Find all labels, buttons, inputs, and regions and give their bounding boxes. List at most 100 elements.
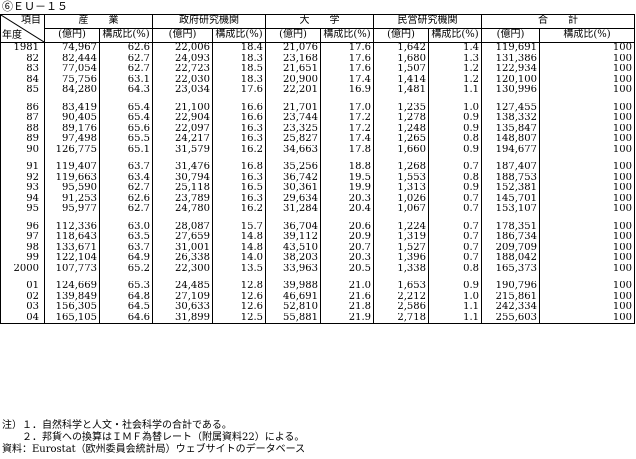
university-amount-cell: 36,742 [265, 172, 321, 183]
spacer-cell [481, 274, 540, 281]
university-ratio-cell: 20.6 [320, 221, 374, 232]
table-row: 87 90,405 65.4 22,904 16.6 23,744 17.2 1,278 0.9… [0, 113, 635, 124]
table-row: 82 82,444 62.7 24,093 18.3 23,168 17.6 1,680 1.3… [0, 53, 635, 64]
sub-header-amount: (億円) [373, 28, 429, 43]
industry-amount-cell: 91,253 [44, 193, 100, 204]
industry-ratio-cell: 62.7 [99, 183, 153, 194]
private-amount-cell: 1,653 [373, 281, 429, 292]
university-amount-cell: 23,168 [265, 53, 321, 64]
industry-amount-cell: 165,105 [44, 312, 100, 324]
year-cell: 01 [0, 281, 45, 292]
university-ratio-cell: 20.3 [320, 193, 374, 204]
university-ratio-cell: 17.0 [320, 102, 374, 113]
university-amount-cell: 39,988 [265, 281, 321, 292]
group-header-industry: 産 業 [44, 14, 153, 29]
year-cell: 2000 [0, 263, 45, 274]
sub-header-ratio: 構成比(%) [99, 28, 153, 43]
footnote-line: ２．邦貨への換算はＩＭＦ為替レート（附属資料22）による。 [2, 432, 305, 443]
government-ratio-cell: 16.6 [212, 102, 266, 113]
university-ratio-cell: 21.9 [320, 312, 374, 324]
table-row: 92 119,663 63.4 30,794 16.3 36,742 19.5 1,553 0.… [0, 172, 635, 183]
sub-header-ratio: 構成比(%) [428, 28, 482, 43]
private-ratio-cell: 1.1 [428, 312, 482, 324]
private-ratio-cell: 0.9 [428, 183, 482, 194]
table-row: 98 133,671 63.7 31,001 14.8 43,510 20.7 1,527 0.… [0, 242, 635, 253]
total-amount-cell: 215,861 [481, 291, 540, 302]
private-ratio-cell: 0.9 [428, 123, 482, 134]
university-ratio-cell: 20.9 [320, 232, 374, 243]
university-ratio-cell: 20.4 [320, 204, 374, 215]
total-ratio-cell: 100 [539, 242, 635, 253]
year-cell: 95 [0, 204, 45, 215]
total-amount-cell: 242,334 [481, 302, 540, 313]
government-amount-cell: 27,109 [152, 291, 213, 302]
spacer-cell [265, 274, 321, 281]
year-cell: 93 [0, 183, 45, 194]
government-ratio-cell: 16.3 [212, 123, 266, 134]
industry-amount-cell: 122,104 [44, 253, 100, 264]
government-amount-cell: 24,217 [152, 134, 213, 145]
total-ratio-cell: 100 [539, 312, 635, 324]
year-cell: 96 [0, 221, 45, 232]
table-row: 84 75,756 63.1 22,030 18.3 20,900 17.4 1,414 1.2… [0, 74, 635, 85]
spacer-cell [0, 95, 45, 103]
university-amount-cell: 43,510 [265, 242, 321, 253]
industry-ratio-cell: 63.5 [99, 232, 153, 243]
industry-amount-cell: 139,849 [44, 291, 100, 302]
private-amount-cell: 1,319 [373, 232, 429, 243]
year-cell: 85 [0, 85, 45, 96]
diagonal-line [1, 15, 44, 42]
private-ratio-cell: 1.0 [428, 102, 482, 113]
table-row: 88 89,176 65.6 22,097 16.3 23,325 17.2 1,248 0.9… [0, 123, 635, 134]
industry-amount-cell: 126,775 [44, 144, 100, 155]
table-row: 85 84,280 64.3 23,034 17.6 22,201 16.9 1,481 1.1… [0, 85, 635, 96]
row-spacer [0, 95, 635, 103]
government-ratio-cell: 12.6 [212, 302, 266, 313]
year-cell: 97 [0, 232, 45, 243]
industry-amount-cell: 119,407 [44, 162, 100, 173]
government-ratio-cell: 14.8 [212, 242, 266, 253]
university-amount-cell: 31,284 [265, 204, 321, 215]
private-amount-cell: 1,414 [373, 74, 429, 85]
table-caption: ⑥ＥＵ－１５ [2, 0, 68, 13]
industry-amount-cell: 119,663 [44, 172, 100, 183]
total-amount-cell: 138,332 [481, 113, 540, 124]
private-amount-cell: 1,338 [373, 263, 429, 274]
total-amount-cell: 122,934 [481, 64, 540, 75]
spacer-cell [373, 155, 429, 162]
spacer-cell [212, 155, 266, 162]
total-amount-cell: 127,455 [481, 102, 540, 113]
group-header-university: 大 学 [265, 14, 374, 29]
spacer-cell [152, 274, 213, 281]
private-amount-cell: 1,235 [373, 102, 429, 113]
government-amount-cell: 24,093 [152, 53, 213, 64]
private-amount-cell: 1,481 [373, 85, 429, 96]
industry-amount-cell: 95,977 [44, 204, 100, 215]
total-amount-cell: 188,042 [481, 253, 540, 264]
spacer-cell [428, 214, 482, 222]
spacer-cell [265, 155, 321, 162]
university-amount-cell: 20,900 [265, 74, 321, 85]
spacer-cell [152, 155, 213, 162]
university-amount-cell: 23,325 [265, 123, 321, 134]
total-amount-cell: 186,734 [481, 232, 540, 243]
spacer-cell [152, 95, 213, 103]
private-amount-cell: 1,642 [373, 42, 429, 54]
total-amount-cell: 153,107 [481, 204, 540, 215]
private-ratio-cell: 1.2 [428, 74, 482, 85]
university-ratio-cell: 17.2 [320, 123, 374, 134]
private-amount-cell: 1,278 [373, 113, 429, 124]
industry-ratio-cell: 65.5 [99, 134, 153, 145]
university-amount-cell: 21,651 [265, 64, 321, 75]
university-amount-cell: 39,112 [265, 232, 321, 243]
year-cell: 92 [0, 172, 45, 183]
university-ratio-cell: 20.5 [320, 263, 374, 274]
government-ratio-cell: 14.8 [212, 232, 266, 243]
year-cell: 89 [0, 134, 45, 145]
private-amount-cell: 1,224 [373, 221, 429, 232]
year-cell: 99 [0, 253, 45, 264]
spacer-cell [373, 274, 429, 281]
university-amount-cell: 30,361 [265, 183, 321, 194]
government-amount-cell: 22,300 [152, 263, 213, 274]
university-ratio-cell: 17.2 [320, 113, 374, 124]
